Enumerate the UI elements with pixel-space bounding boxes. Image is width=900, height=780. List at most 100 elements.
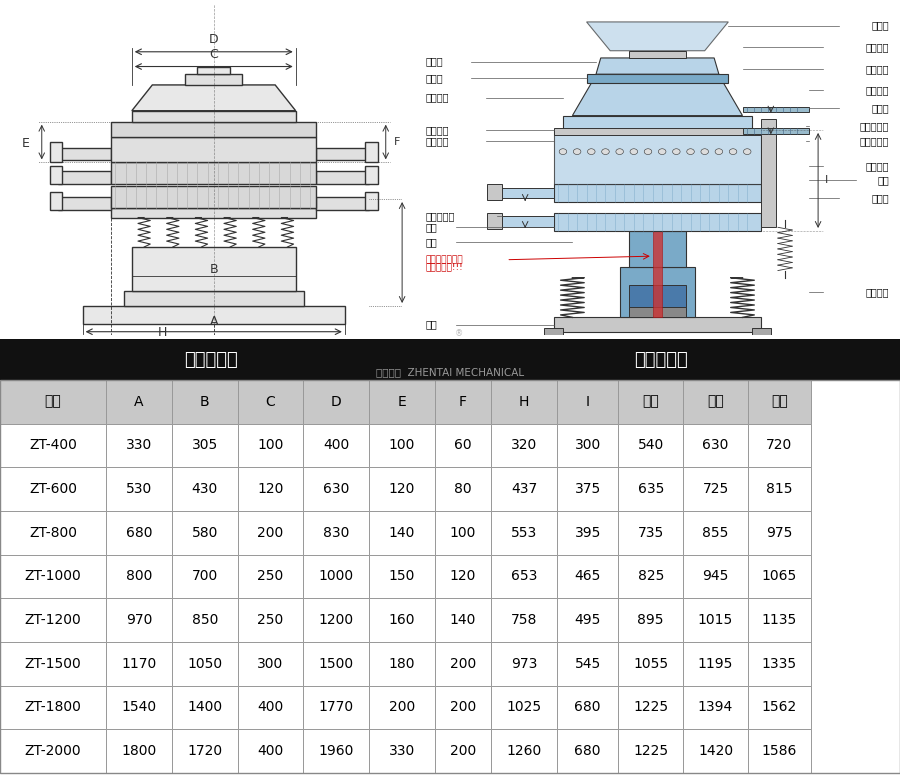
Bar [0,555,106,598]
Bar [435,555,491,598]
Text: C: C [266,395,275,409]
Text: 防尘盖: 防尘盖 [426,57,444,66]
Text: 720: 720 [766,438,793,452]
Text: 辅助筛网: 辅助筛网 [866,42,889,52]
Bar [557,467,618,511]
Bar [497,188,554,198]
Bar [303,642,369,686]
Text: 945: 945 [702,569,729,583]
Text: 553: 553 [511,526,537,540]
Polygon shape [572,83,742,115]
Bar [369,555,435,598]
Bar [369,686,435,729]
Bar [172,686,238,729]
Text: 830: 830 [323,526,349,540]
Bar [618,380,683,424]
Text: 320: 320 [511,438,537,452]
Text: 530: 530 [126,482,152,496]
Bar [683,729,748,773]
Bar [557,555,618,598]
Circle shape [573,149,580,154]
Text: 1225: 1225 [633,700,669,714]
Text: 680: 680 [126,526,152,540]
Bar [748,642,811,686]
Text: 120: 120 [389,482,415,496]
Bar [369,598,435,642]
Bar [58,172,112,184]
Text: 825: 825 [637,569,664,583]
Text: 试机时去掉!!!: 试机时去掉!!! [426,262,464,271]
Bar [131,111,295,122]
Bar [50,142,62,162]
Text: 580: 580 [192,526,218,540]
Bar [742,107,808,112]
Bar [0,380,106,424]
Text: H: H [519,395,529,409]
Bar [303,424,369,467]
Text: 1170: 1170 [122,657,157,671]
Bar [618,642,683,686]
Bar [557,380,618,424]
Text: 1770: 1770 [319,700,354,714]
Bar [0,467,106,511]
Bar [557,424,618,467]
Bar [683,380,748,424]
Bar [369,642,435,686]
Bar [435,642,491,686]
Bar [554,184,761,202]
Text: 型号: 型号 [45,395,61,409]
Bar [557,511,618,555]
Text: 一层: 一层 [643,395,659,409]
Bar [123,291,304,306]
Text: 1500: 1500 [319,657,354,671]
Bar [435,467,491,511]
Bar [238,729,303,773]
Text: 815: 815 [766,482,793,496]
Bar [554,128,761,136]
Bar [83,306,345,324]
Text: 80: 80 [454,482,472,496]
Bar [620,267,696,317]
Bar [557,642,618,686]
Bar [369,729,435,773]
Text: 180: 180 [389,657,415,671]
Bar [172,424,238,467]
Text: 外形尺寸图: 外形尺寸图 [184,350,238,369]
Circle shape [559,149,567,154]
Bar [683,467,748,511]
Bar [172,467,238,511]
Bar [618,467,683,511]
Circle shape [716,149,723,154]
Bar [488,184,501,200]
Bar [238,467,303,511]
Text: 振体: 振体 [878,176,889,186]
Bar [748,467,811,511]
Text: 400: 400 [257,700,284,714]
Text: 975: 975 [766,526,793,540]
Bar [303,686,369,729]
Bar [112,208,316,218]
Circle shape [616,149,624,154]
Bar [491,511,557,555]
Text: 小尺寸排料: 小尺寸排料 [426,211,455,222]
Text: 200: 200 [389,700,415,714]
Bar [491,380,557,424]
Text: E: E [398,395,406,409]
Text: 300: 300 [257,657,284,671]
Text: ZT-600: ZT-600 [29,482,77,496]
Bar [683,598,748,642]
Bar [0,686,106,729]
Text: 400: 400 [323,438,349,452]
Bar [435,686,491,729]
Text: 1015: 1015 [698,613,733,627]
Bar [303,598,369,642]
Text: 底座: 底座 [426,320,437,330]
Bar [618,686,683,729]
Text: F: F [394,137,400,147]
Text: 1335: 1335 [761,657,797,671]
Bar [748,686,811,729]
Text: 120: 120 [257,482,284,496]
Bar [491,555,557,598]
Text: 电动机: 电动机 [871,193,889,204]
Bar [238,424,303,467]
